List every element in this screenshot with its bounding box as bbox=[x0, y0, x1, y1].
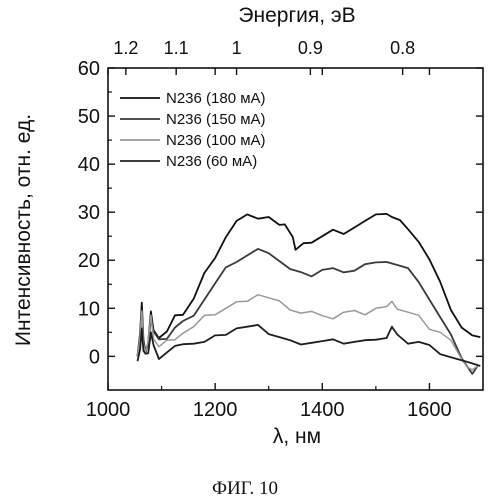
legend-label-3: N236 (100 мА) bbox=[166, 132, 266, 149]
y-axis-title: Интенсивность, отн. ед. bbox=[12, 114, 35, 346]
y-tick-label: 50 bbox=[78, 106, 100, 128]
y-tick-label: 0 bbox=[89, 346, 100, 368]
y-tick-label: 10 bbox=[78, 298, 100, 320]
legend-label-4: N236 (60 мА) bbox=[166, 153, 257, 170]
legend-label-1: N236 (180 мА) bbox=[166, 90, 266, 107]
x-tick-label: 1400 bbox=[300, 399, 345, 421]
plot-frame bbox=[107, 67, 484, 391]
top-tick-label: 1.2 bbox=[113, 38, 138, 58]
top-axis-title: Энергия, эВ bbox=[238, 4, 355, 27]
y-tick-label: 30 bbox=[78, 202, 100, 224]
x-axis-title: λ, нм bbox=[273, 425, 321, 448]
figure-caption: ФИГ. 10 bbox=[212, 478, 278, 499]
top-tick-label: 1.1 bbox=[164, 38, 189, 58]
x-tick-label: 1200 bbox=[193, 399, 238, 421]
top-tick-label: 0.9 bbox=[298, 38, 323, 58]
legend-label-2: N236 (150 мА) bbox=[166, 111, 266, 128]
x-tick-label: 1600 bbox=[407, 399, 452, 421]
plot-border bbox=[107, 67, 484, 391]
legend: N236 (180 мА) N236 (150 мА) N236 (100 мА) N… bbox=[120, 90, 266, 170]
ticks-layer: 1000 1200 1400 1600 0 10 20 30 40 50 60 1.2 1.1 1 0.9 0… bbox=[78, 38, 483, 421]
series-layer bbox=[136, 212, 481, 375]
series-line-3 bbox=[136, 293, 479, 371]
series-line-1 bbox=[136, 212, 481, 357]
y-tick-label: 40 bbox=[78, 154, 100, 176]
y-tick-label: 60 bbox=[78, 58, 100, 80]
y-tick-label: 20 bbox=[78, 250, 100, 272]
series-line-4 bbox=[136, 323, 481, 367]
top-tick-label: 0.8 bbox=[390, 38, 415, 58]
top-tick-label: 1 bbox=[232, 38, 242, 58]
x-tick-label: 1000 bbox=[86, 399, 131, 421]
